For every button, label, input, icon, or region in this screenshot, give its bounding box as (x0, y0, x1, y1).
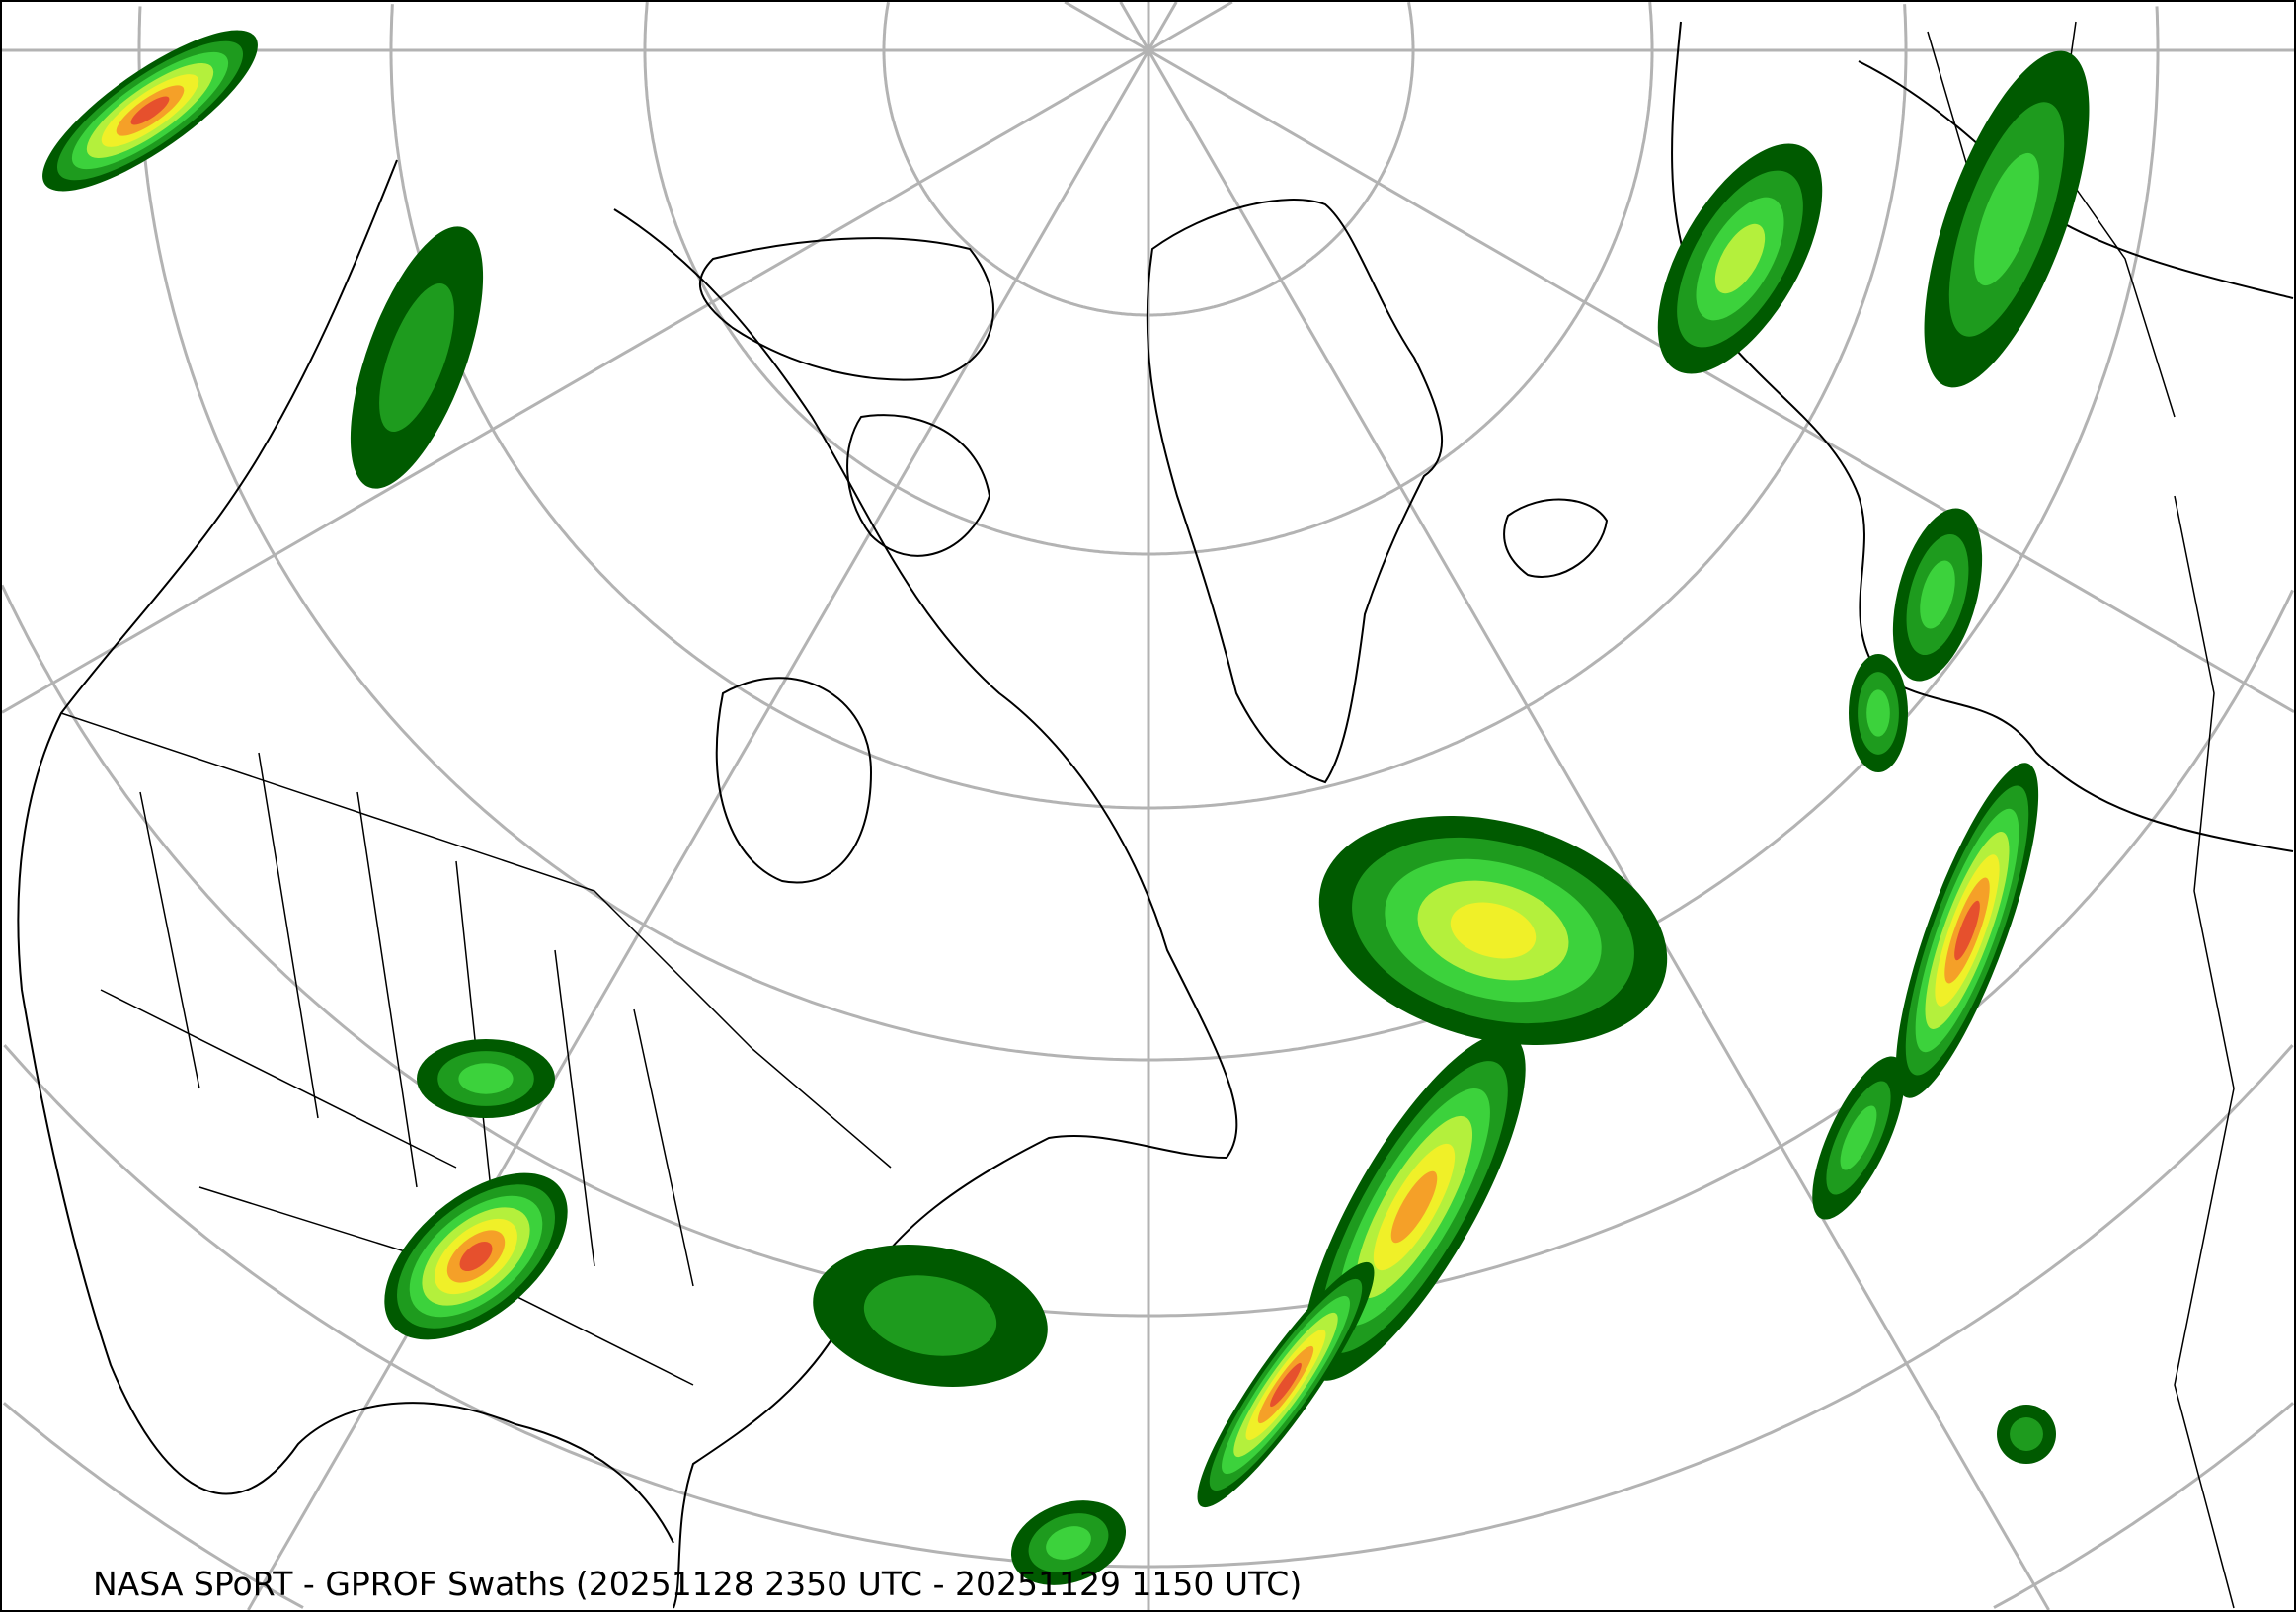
greenland-coast (1146, 199, 1444, 784)
iceland-coast (1503, 498, 1609, 578)
latitude-circle (389, 4, 1908, 810)
precip-cell (459, 1241, 493, 1272)
latitude-circle (882, 2, 1415, 317)
meridian-line (247, 49, 1150, 1610)
precip-cell (863, 1275, 997, 1356)
precip-cell (1450, 902, 1537, 959)
precip-cell (458, 1063, 514, 1094)
arctic-islands (698, 237, 994, 557)
latitude-circle (3, 1044, 2294, 1569)
meridian-line (1119, 2, 1150, 51)
hudson-bay-coast (715, 677, 873, 884)
meridian-line (1064, 2, 1149, 52)
precip-cell (130, 96, 170, 125)
precip-cell (1714, 223, 1766, 294)
meridian-line (1148, 48, 2294, 714)
precip-cell (1840, 1105, 1877, 1170)
meridian-line (1147, 49, 2050, 1610)
precip-cell (2010, 1417, 2043, 1451)
north-america-coast (17, 159, 1238, 1609)
precip-cell (1974, 152, 2039, 286)
map-title: NASA SPoRT - GPROF Swaths (20251128 2350… (93, 1565, 1303, 1603)
precip-cell (1390, 1170, 1438, 1244)
coastlines (17, 21, 2294, 1609)
precip-cell (1920, 560, 1955, 629)
precip-cell (1270, 1362, 1302, 1408)
precip-cell (1954, 900, 1980, 961)
meridian-line (2, 48, 1149, 714)
latitude-circle (2, 1402, 2294, 1609)
precip-cell (1046, 1526, 1091, 1560)
precip-cell (1866, 689, 1890, 737)
meridian-line (1148, 2, 1233, 52)
meridian-line (1147, 2, 1178, 51)
precipitation-swaths (42, 30, 2090, 1585)
precip-cell (379, 283, 454, 432)
latitude-circle (643, 2, 1654, 556)
